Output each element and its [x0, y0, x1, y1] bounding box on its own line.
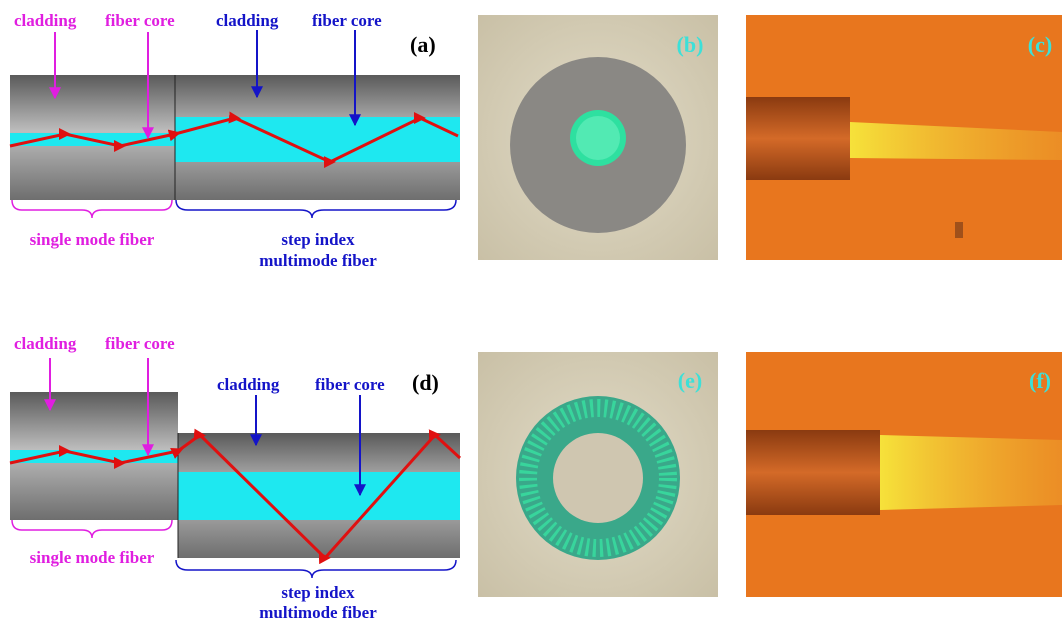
panel-e: (e) — [478, 352, 718, 597]
panel-a: cladding fiber core cladding fiber core … — [10, 11, 460, 270]
panel-d: cladding fiber core cladding fiber core … — [10, 334, 460, 621]
panel-label: (b) — [677, 32, 704, 57]
smf-core-label: fiber core — [105, 11, 175, 30]
mmf-caption: multimode fiber — [259, 603, 377, 621]
panel-c: (c) — [746, 15, 1062, 260]
mmf-core-label: fiber core — [315, 375, 385, 394]
mmf-core-label: fiber core — [312, 11, 382, 30]
panel-b: (b) — [478, 15, 718, 260]
smf-core-label: fiber core — [105, 334, 175, 353]
figure: cladding fiber core cladding fiber core … — [0, 0, 1062, 621]
panel-f: (f) — [746, 352, 1062, 597]
smf-caption: single mode fiber — [30, 548, 155, 567]
panel-label: (d) — [412, 370, 439, 395]
mmf-cladding-label: cladding — [216, 11, 279, 30]
mmf-caption: step index — [281, 583, 355, 602]
smf-cladding-label: cladding — [14, 334, 77, 353]
mmf-caption: step index — [281, 230, 355, 249]
mmf-caption: multimode fiber — [259, 251, 377, 270]
panel-label: (e) — [678, 368, 702, 393]
mmf-cladding-label: cladding — [217, 375, 280, 394]
panel-label: (c) — [1028, 32, 1052, 57]
smf-cladding-label: cladding — [14, 11, 77, 30]
panel-label: (a) — [410, 32, 436, 57]
smf-caption: single mode fiber — [30, 230, 155, 249]
panel-label: (f) — [1029, 368, 1051, 393]
